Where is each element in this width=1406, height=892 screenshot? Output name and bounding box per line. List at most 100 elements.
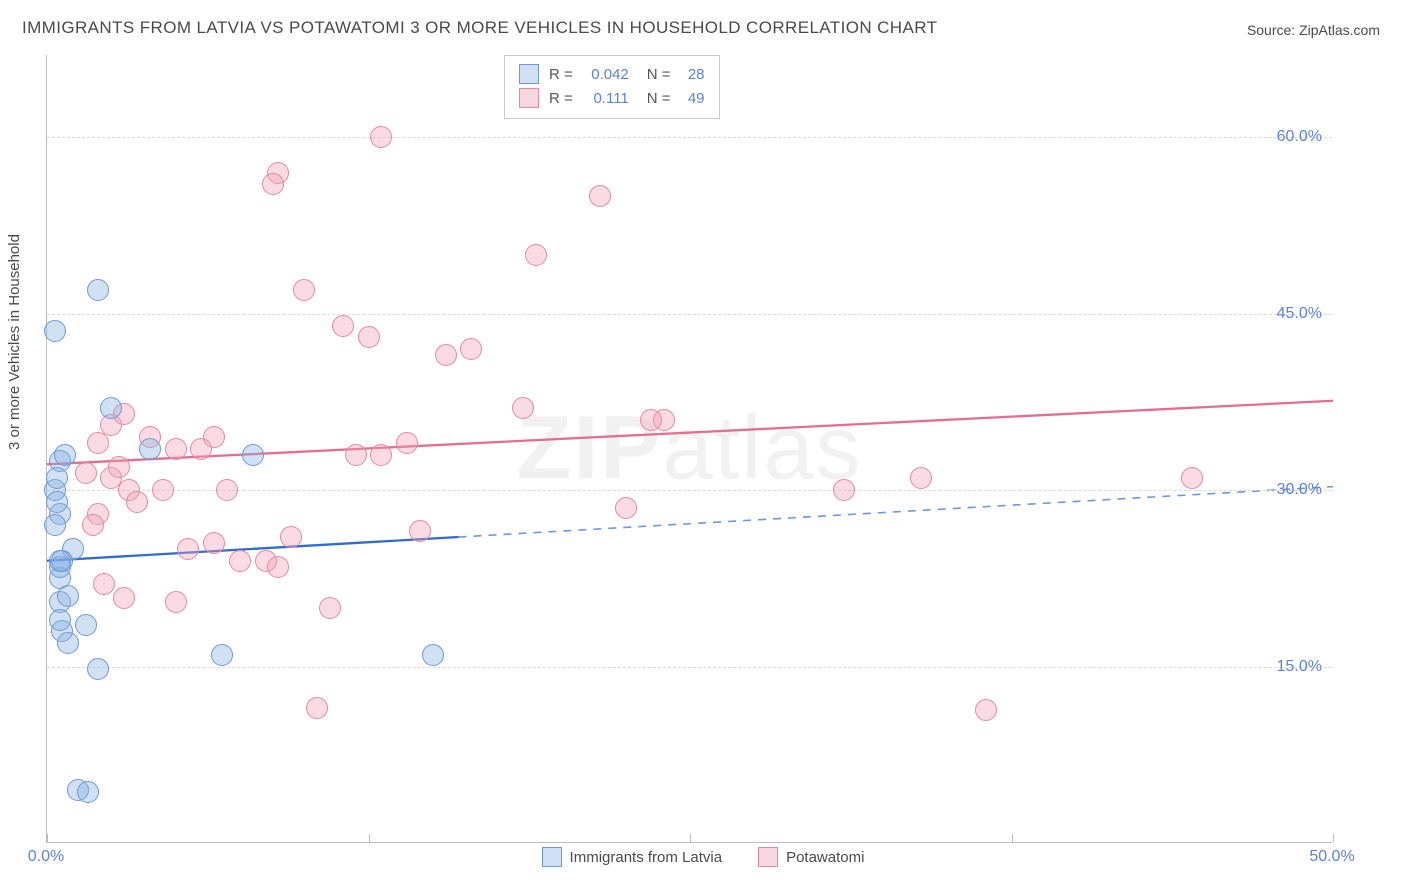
scatter-point — [75, 614, 97, 636]
scatter-point — [460, 338, 482, 360]
scatter-point — [87, 279, 109, 301]
scatter-point — [87, 503, 109, 525]
stats-row: R =0.111 N =49 — [519, 86, 705, 110]
scatter-point — [255, 550, 277, 572]
legend-swatch-icon — [758, 847, 778, 867]
stat-r-value: 0.111 — [573, 90, 629, 107]
scatter-point — [396, 432, 418, 454]
y-tick-label: 60.0% — [1277, 128, 1322, 146]
watermark: ZIPatlas — [516, 397, 862, 500]
gridline — [47, 667, 1332, 668]
scatter-point — [139, 438, 161, 460]
scatter-point — [306, 697, 328, 719]
scatter-point — [93, 573, 115, 595]
scatter-point — [113, 587, 135, 609]
scatter-point — [615, 497, 637, 519]
legend: Immigrants from Latvia Potawatomi — [0, 847, 1406, 871]
scatter-point — [177, 538, 199, 560]
stat-n-label: N = — [647, 90, 671, 107]
legend-label: Immigrants from Latvia — [570, 849, 723, 866]
legend-item: Immigrants from Latvia — [542, 847, 723, 867]
trend-line — [459, 487, 1333, 537]
scatter-point — [975, 699, 997, 721]
scatter-point — [203, 426, 225, 448]
scatter-point — [525, 244, 547, 266]
scatter-point — [57, 585, 79, 607]
chart-plot-area: ZIPatlas R =0.042N =28 R =0.111 N =49 15.0… — [46, 55, 1332, 843]
scatter-point — [422, 644, 444, 666]
scatter-point — [51, 550, 73, 572]
legend-item: Potawatomi — [758, 847, 864, 867]
scatter-point — [108, 456, 130, 478]
scatter-point — [51, 620, 73, 642]
legend-label: Potawatomi — [786, 849, 864, 866]
scatter-point — [211, 644, 233, 666]
x-tick — [47, 834, 48, 842]
y-axis-label: 3 or more Vehicles in Household — [6, 234, 23, 450]
scatter-point — [293, 279, 315, 301]
scatter-point — [267, 556, 289, 578]
scatter-point — [113, 403, 135, 425]
scatter-point — [49, 503, 71, 525]
correlation-stats-box: R =0.042N =28 R =0.111 N =49 — [504, 55, 720, 119]
y-tick-label: 15.0% — [1277, 658, 1322, 676]
scatter-point — [409, 520, 431, 542]
scatter-point — [54, 444, 76, 466]
x-tick — [690, 834, 691, 842]
trend-line — [47, 537, 459, 561]
stat-r-label: R = — [549, 90, 573, 107]
scatter-point — [435, 344, 457, 366]
gridline — [47, 137, 1332, 138]
scatter-point — [77, 781, 99, 803]
scatter-point — [100, 397, 122, 419]
gridline — [47, 490, 1332, 491]
scatter-point — [229, 550, 251, 572]
scatter-point — [75, 462, 97, 484]
y-tick-label: 45.0% — [1277, 305, 1322, 323]
stats-row: R =0.042N =28 — [519, 62, 705, 86]
scatter-point — [87, 432, 109, 454]
scatter-point — [165, 591, 187, 613]
x-tick — [369, 834, 370, 842]
scatter-point — [203, 532, 225, 554]
scatter-point — [67, 779, 89, 801]
scatter-point — [46, 467, 68, 489]
scatter-point — [49, 609, 71, 631]
scatter-point — [262, 173, 284, 195]
scatter-point — [100, 414, 122, 436]
x-tick-label: 0.0% — [28, 848, 64, 866]
scatter-point — [49, 567, 71, 589]
stat-n-value: 28 — [671, 66, 705, 83]
scatter-point — [49, 556, 71, 578]
scatter-point — [370, 444, 392, 466]
scatter-point — [82, 514, 104, 536]
scatter-point — [44, 514, 66, 536]
scatter-point — [139, 426, 161, 448]
legend-swatch-icon — [542, 847, 562, 867]
scatter-point — [345, 444, 367, 466]
scatter-point — [267, 162, 289, 184]
scatter-point — [126, 491, 148, 513]
source-attribution: Source: ZipAtlas.com — [1247, 22, 1380, 38]
scatter-point — [49, 450, 71, 472]
gridline — [47, 314, 1332, 315]
scatter-point — [100, 467, 122, 489]
trend-line — [47, 401, 1333, 465]
scatter-point — [49, 591, 71, 613]
scatter-point — [1181, 467, 1203, 489]
stat-r-value: 0.042 — [573, 66, 629, 83]
y-tick-label: 30.0% — [1277, 481, 1322, 499]
scatter-point — [512, 397, 534, 419]
trend-lines-layer — [47, 55, 1333, 843]
scatter-point — [242, 444, 264, 466]
x-tick — [1012, 834, 1013, 842]
scatter-point — [57, 632, 79, 654]
stat-n-value: 49 — [671, 90, 705, 107]
scatter-point — [589, 185, 611, 207]
scatter-point — [62, 538, 84, 560]
watermark-bold: ZIP — [516, 398, 662, 498]
scatter-point — [165, 438, 187, 460]
scatter-point — [87, 658, 109, 680]
scatter-point — [332, 315, 354, 337]
legend-swatch-icon — [519, 64, 539, 84]
